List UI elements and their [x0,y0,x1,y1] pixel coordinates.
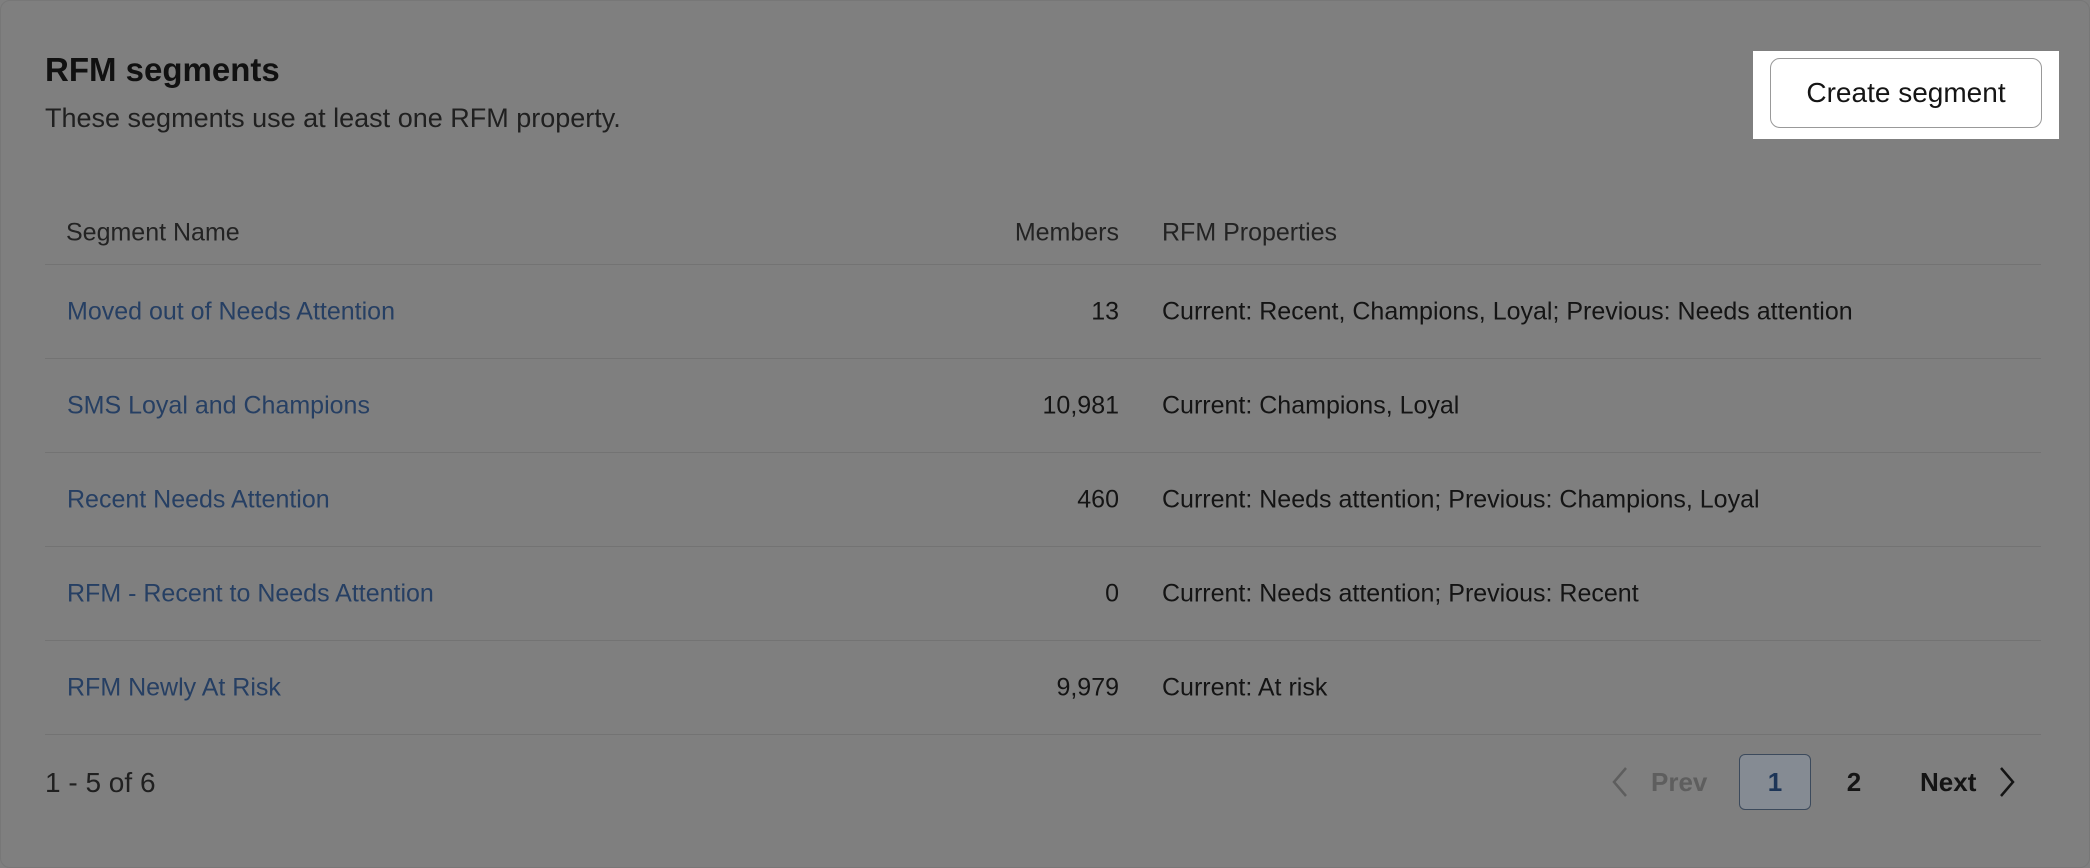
members-count: 9,979 [1056,673,1119,701]
table-row: RFM - Recent to Needs Attention 0 Curren… [45,547,2041,641]
next-page-button[interactable]: Next [1920,753,2016,811]
rfm-properties: Current: Needs attention; Previous: Cham… [1162,485,1760,513]
create-button-highlight: Create segment [1753,51,2059,139]
segment-link[interactable]: RFM - Recent to Needs Attention [67,579,434,607]
next-label: Next [1920,766,1977,797]
rfm-properties: Current: At risk [1162,673,1328,701]
prev-page-button[interactable]: Prev [1611,753,1707,811]
table-header: Segment Name Members RFM Properties [45,201,2041,265]
prev-label: Prev [1651,766,1708,797]
table-row: Recent Needs Attention 460 Current: Need… [45,453,2041,547]
members-count: 13 [1091,297,1119,325]
page-title: RFM segments [45,51,280,88]
rfm-properties: Current: Champions, Loyal [1162,391,1460,419]
column-header-members[interactable]: Members [1014,218,1119,246]
segment-link[interactable]: Moved out of Needs Attention [67,297,395,325]
table-row: Moved out of Needs Attention 13 Current:… [45,265,2041,359]
members-count: 460 [1077,485,1119,513]
page-subtitle: These segments use at least one RFM prop… [45,103,621,133]
table-row: RFM Newly At Risk 9,979 Current: At risk [45,641,2041,735]
page-2-button[interactable]: 2 [1846,766,1862,797]
segments-table: Segment Name Members RFM Properties Move… [45,201,2041,735]
column-header-properties: RFM Properties [1162,218,1338,246]
members-count: 10,981 [1042,391,1119,419]
segment-link[interactable]: SMS Loyal and Champions [67,391,370,419]
chevron-left-icon [1612,767,1627,797]
members-count: 0 [1105,579,1119,607]
page-1-button[interactable]: 1 [1739,754,1811,810]
column-header-name[interactable]: Segment Name [66,218,240,246]
pagination-range: 1 - 5 of 6 [45,767,156,798]
segment-link[interactable]: Recent Needs Attention [67,485,330,513]
segment-link[interactable]: RFM Newly At Risk [67,673,281,701]
rfm-properties: Current: Needs attention; Previous: Rece… [1162,579,1639,607]
rfm-properties: Current: Recent, Champions, Loyal; Previ… [1162,297,1853,325]
chevron-right-icon [2000,767,2016,797]
create-segment-button[interactable]: Create segment [1770,58,2042,128]
table-row: SMS Loyal and Champions 10,981 Current: … [45,359,2041,453]
